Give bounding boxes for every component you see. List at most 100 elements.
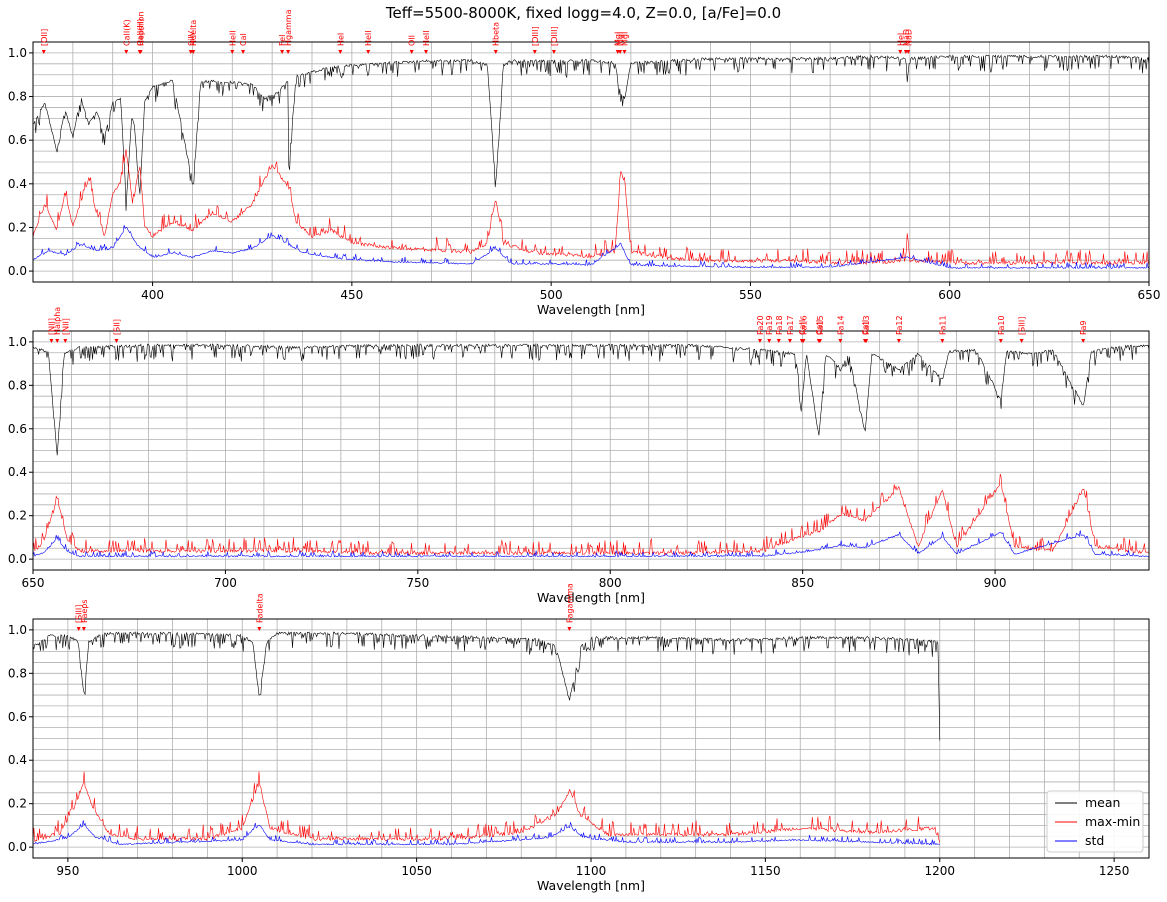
series-maxmin bbox=[33, 771, 941, 843]
x-tick-label: 650 bbox=[1138, 288, 1161, 302]
line-marker-label: MgI bbox=[614, 32, 623, 46]
line-marker bbox=[767, 339, 772, 343]
series-group bbox=[33, 631, 941, 846]
x-tick-label: 400 bbox=[141, 288, 164, 302]
line-marker-label: [NII] bbox=[61, 318, 70, 335]
line-marker-label: [SII] bbox=[113, 319, 122, 335]
y-tick-label: 0.4 bbox=[8, 465, 27, 479]
series-mean bbox=[33, 631, 941, 741]
line-marker-label: SiIV bbox=[187, 30, 196, 46]
x-tick-label: 550 bbox=[739, 288, 762, 302]
line-marker-label: Pa12 bbox=[895, 315, 904, 335]
line-marker bbox=[124, 50, 129, 54]
line-marker-label: Hepsilon bbox=[137, 11, 146, 46]
line-marker-label: Pa14 bbox=[836, 315, 845, 335]
line-marker-label: CaI bbox=[239, 33, 248, 46]
x-tick-label: 800 bbox=[599, 576, 622, 590]
line-marker-label: MgI bbox=[616, 32, 625, 46]
y-tick-label: 0.4 bbox=[8, 177, 27, 191]
line-marker bbox=[423, 50, 428, 54]
panel-bottom: 950 1000 1050 1100 1150 1200 1250 0.0 0.2 0.4 0.6 0… bbox=[8, 583, 1150, 893]
series-group bbox=[33, 343, 1149, 558]
line-marker-label: NaD bbox=[904, 29, 913, 46]
grid bbox=[32, 619, 1150, 858]
line-marker bbox=[801, 339, 806, 343]
line-marker bbox=[1081, 339, 1086, 343]
line-marker-label: HeII bbox=[422, 30, 431, 46]
y-tick-label: 0.0 bbox=[8, 840, 27, 854]
line-marker-label: Padelta bbox=[255, 593, 264, 623]
x-tick-label: 450 bbox=[340, 288, 363, 302]
y-tick-label: 0.8 bbox=[8, 90, 27, 104]
line-marker bbox=[63, 339, 68, 343]
line-marker bbox=[138, 50, 143, 54]
line-marker-label: [SIII] bbox=[75, 605, 84, 623]
line-marker bbox=[776, 339, 781, 343]
y-tick-label: 1.0 bbox=[8, 623, 27, 637]
line-marker bbox=[41, 50, 46, 54]
line-marker-label: Pa11 bbox=[938, 315, 947, 335]
line-marker bbox=[864, 339, 869, 343]
x-axis-label: Wavelength [nm] bbox=[537, 590, 645, 605]
line-marker-label: FeI bbox=[278, 35, 287, 46]
series-group bbox=[33, 54, 1149, 270]
line-marker-label: CaII bbox=[798, 320, 807, 335]
line-marker-label: [OIII] bbox=[531, 26, 540, 46]
series-mean bbox=[33, 343, 1149, 456]
x-tick-label: 850 bbox=[791, 576, 814, 590]
line-marker-label: NaD bbox=[902, 29, 911, 46]
series-std bbox=[33, 820, 940, 846]
line-marker bbox=[906, 50, 911, 54]
legend-label: mean bbox=[1085, 795, 1120, 810]
line-marker bbox=[998, 339, 1003, 343]
x-tick-label: 1100 bbox=[576, 864, 607, 878]
y-tick-label: 0.8 bbox=[8, 378, 27, 392]
x-tick-label: 650 bbox=[22, 576, 45, 590]
line-marker bbox=[532, 50, 537, 54]
line-marker bbox=[838, 339, 843, 343]
x-tick-label: 600 bbox=[938, 288, 961, 302]
line-marker bbox=[81, 627, 86, 631]
line-marker-label: Pa16 bbox=[799, 315, 808, 335]
line-marker-label: OII bbox=[408, 35, 417, 46]
line-marker-label: CaII bbox=[815, 320, 824, 335]
x-tick-label: 1150 bbox=[750, 864, 781, 878]
plot-frame bbox=[32, 41, 1150, 283]
y-tick-label: 0.0 bbox=[8, 264, 27, 278]
line-marker bbox=[409, 50, 414, 54]
grid bbox=[32, 42, 1150, 282]
line-marker bbox=[241, 50, 246, 54]
series-maxmin bbox=[33, 149, 1149, 266]
y-tick-label: 0.6 bbox=[8, 710, 27, 724]
line-marker-label: Pa15 bbox=[816, 315, 825, 335]
line-marker-label: Pa18 bbox=[775, 315, 784, 335]
line-marker-label: [OIII] bbox=[550, 26, 559, 46]
line-marker bbox=[76, 627, 81, 631]
x-tick-label: 1050 bbox=[401, 864, 432, 878]
line-marker bbox=[338, 50, 343, 54]
line-marker-label: Halpha bbox=[53, 307, 62, 335]
line-marker-label: Pa9 bbox=[1079, 321, 1088, 335]
figure-title: Teff=5500-8000K, fixed logg=4.0, Z=0.0, … bbox=[385, 4, 782, 22]
line-marker-label: [OII] bbox=[40, 29, 49, 46]
line-marker-label: Hdelta bbox=[189, 20, 198, 46]
line-marker-label: Hbeta bbox=[492, 22, 501, 46]
x-tick-label: 700 bbox=[214, 576, 237, 590]
y-tick-label: 0.6 bbox=[8, 133, 27, 147]
x-axis-label: Wavelength [nm] bbox=[537, 302, 645, 317]
line-marker-label: [SIII] bbox=[1018, 317, 1027, 335]
line-marker-label: MgI bbox=[620, 32, 629, 46]
line-marker bbox=[618, 50, 623, 54]
x-tick-label: 950 bbox=[56, 864, 79, 878]
legend: mean max-min std bbox=[1046, 790, 1144, 853]
line-marker-label: Pa20 bbox=[756, 315, 765, 335]
y-tick-label: 1.0 bbox=[8, 46, 27, 60]
x-tick-label: 750 bbox=[406, 576, 429, 590]
legend-label: max-min bbox=[1085, 814, 1140, 829]
line-marker-label: Hgamma bbox=[284, 9, 293, 46]
line-marker bbox=[49, 339, 54, 343]
line-marker bbox=[898, 50, 903, 54]
series-maxmin bbox=[33, 473, 1149, 556]
y-tick-label: 0.2 bbox=[8, 220, 27, 234]
